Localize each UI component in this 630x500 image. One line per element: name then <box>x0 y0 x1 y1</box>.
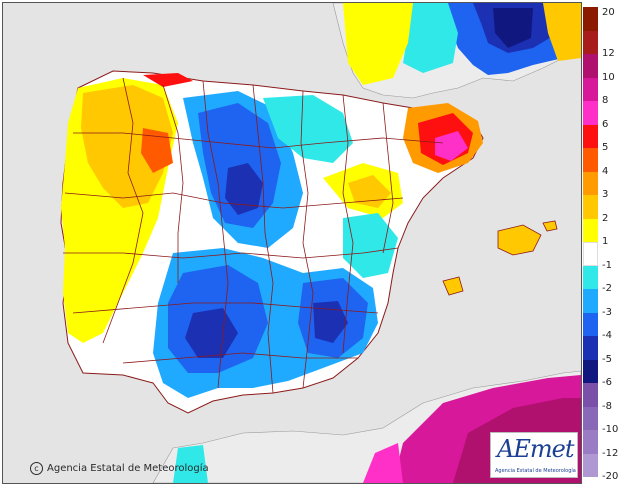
anomaly-map <box>2 2 582 484</box>
legend-swatch <box>583 430 598 454</box>
legend-swatch <box>583 171 598 195</box>
legend-swatch <box>583 148 598 172</box>
legend-label: 1 <box>602 236 609 247</box>
logo-name: AEmet <box>497 435 574 463</box>
legend-swatch <box>583 359 598 383</box>
logo-subtitle: Agencia Estatal de Meteorología <box>495 468 576 474</box>
legend-label: -3 <box>602 306 612 318</box>
legend-label: 2 <box>602 212 609 224</box>
legend-swatch <box>583 312 598 336</box>
map-canvas <box>3 3 581 483</box>
legend-label: 12 <box>602 48 615 59</box>
galicia-orange-patch <box>81 85 173 208</box>
africa-cyan-patch <box>173 445 208 483</box>
legend-swatch <box>583 195 598 219</box>
legend-swatch <box>583 218 598 242</box>
legend-label: 4 <box>602 165 609 177</box>
legend-swatch <box>583 30 598 54</box>
southwest-coldest <box>185 308 238 358</box>
legend-swatch <box>583 289 598 313</box>
legend-label: 6 <box>602 118 609 130</box>
legend-label: -12 <box>602 447 619 459</box>
copyright-icon: c <box>30 462 43 475</box>
levante-cyan <box>343 213 398 278</box>
central-north-coldest <box>225 163 263 215</box>
legend-label: 20 <box>602 7 615 18</box>
southeast-coldest <box>313 301 348 343</box>
legend-swatch <box>583 77 598 101</box>
menorca <box>542 220 558 232</box>
legend-label: -2 <box>602 283 612 294</box>
france-warm-patch <box>343 3 413 85</box>
france-orange-patch <box>543 3 581 61</box>
legend-swatch <box>583 383 598 407</box>
mallorca <box>497 224 542 256</box>
credit-text: Agencia Estatal de Meteorología <box>47 463 209 474</box>
legend-label: 5 <box>602 142 609 153</box>
legend-label: -1 <box>602 259 612 271</box>
france-coldest-patch <box>493 8 533 48</box>
legend-label: -5 <box>602 353 612 365</box>
legend-label: -6 <box>602 377 612 388</box>
legend-label: 3 <box>602 189 609 200</box>
catalonia-pink <box>435 131 468 161</box>
legend-swatch <box>583 336 598 360</box>
legend-swatch <box>583 124 598 148</box>
legend-label: -8 <box>602 400 612 412</box>
legend-label: -10 <box>602 424 619 435</box>
legend-swatch <box>583 7 598 31</box>
africa-pink-patch <box>363 443 403 483</box>
province-borders <box>63 77 444 394</box>
legend-swatch <box>583 406 598 430</box>
ibiza <box>442 276 464 296</box>
legend-swatch <box>583 242 598 266</box>
legend-swatch <box>583 54 598 78</box>
legend-label: 10 <box>602 71 615 83</box>
legend-swatch <box>583 453 598 477</box>
ebro-cyan-patch <box>263 95 353 163</box>
legend-label: 8 <box>602 95 609 106</box>
legend-label: -4 <box>602 330 612 341</box>
cantabric-hot-edge <box>143 73 193 87</box>
legend-label: -20 <box>602 471 619 482</box>
galicia-hot-spot <box>141 128 173 173</box>
color-legend: 20 12 10 8 6 5 4 3 2 1 -1 -2 -3 -4 -5 -6 -8 -10 -12 -20 <box>583 7 628 482</box>
aemet-logo: AEmet Agencia Estatal de Meteorología <box>490 432 578 478</box>
legend-swatch <box>583 101 598 125</box>
legend-swatch <box>583 265 598 289</box>
france-cyan-patch <box>403 3 458 73</box>
credit-line: c Agencia Estatal de Meteorología <box>30 462 209 475</box>
